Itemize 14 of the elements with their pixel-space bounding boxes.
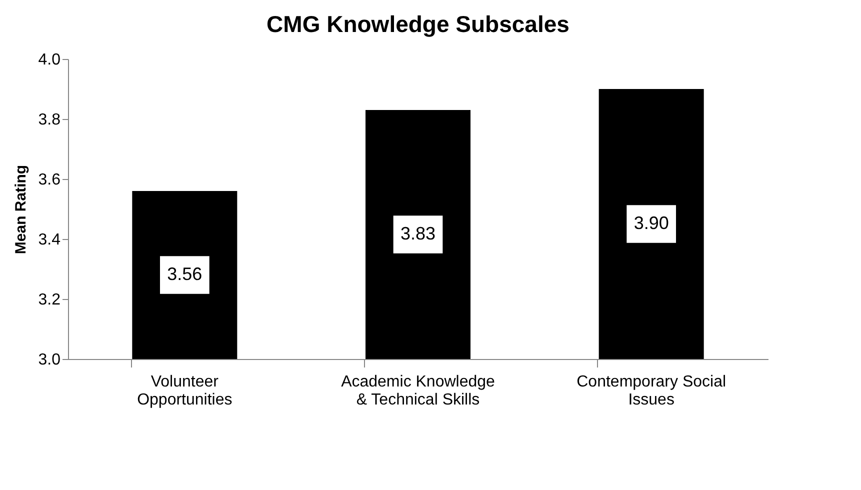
data-label: 3.56: [167, 264, 202, 284]
y-axis-title: Mean Rating: [12, 164, 30, 254]
y-tick-label: 3.8: [38, 112, 61, 128]
y-tick-label: 3.4: [38, 232, 61, 248]
y-tick-label: 3.2: [38, 292, 61, 308]
y-tick-label: 4.0: [38, 52, 61, 68]
chart-title: CMG Knowledge Subscales: [266, 11, 570, 37]
data-label: 3.83: [400, 224, 436, 244]
y-tick-label: 3.6: [38, 172, 61, 188]
x-tick-label: Volunteer Opportunities: [137, 374, 232, 408]
y-tick-label: 3.0: [38, 352, 61, 368]
x-tick-label: Contemporary Social Issues: [576, 374, 726, 408]
x-tick-label: Academic Knowledge & Technical Skills: [341, 374, 496, 408]
data-label: 3.90: [634, 213, 669, 233]
